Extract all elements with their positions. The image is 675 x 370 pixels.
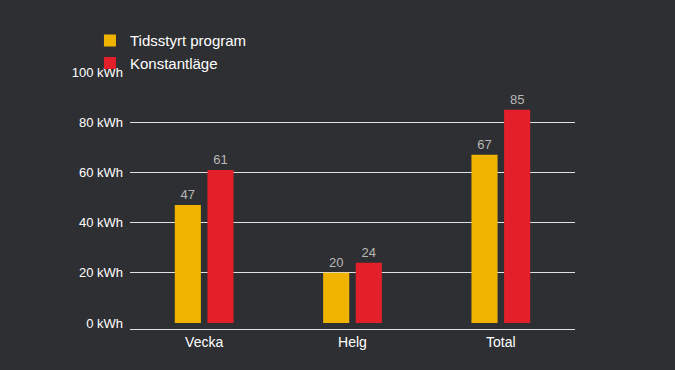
svg-text:Vecka: Vecka xyxy=(185,334,223,350)
svg-text:20 kWh: 20 kWh xyxy=(79,265,123,280)
svg-text:67: 67 xyxy=(477,137,491,152)
svg-text:80 kWh: 80 kWh xyxy=(79,115,123,130)
svg-text:47: 47 xyxy=(181,187,195,202)
svg-text:Konstantläge: Konstantläge xyxy=(130,55,218,72)
svg-text:40 kWh: 40 kWh xyxy=(79,215,123,230)
svg-text:Total: Total xyxy=(486,334,516,350)
svg-text:61: 61 xyxy=(213,152,227,167)
svg-text:0 kWh: 0 kWh xyxy=(86,316,123,331)
svg-text:20: 20 xyxy=(329,255,343,270)
svg-text:85: 85 xyxy=(510,92,524,107)
svg-text:Helg: Helg xyxy=(338,334,367,350)
svg-text:Tidsstyrt program: Tidsstyrt program xyxy=(130,32,246,49)
svg-text:24: 24 xyxy=(362,245,376,260)
svg-text:100 kWh: 100 kWh xyxy=(71,64,123,80)
svg-text:60 kWh: 60 kWh xyxy=(79,165,123,180)
